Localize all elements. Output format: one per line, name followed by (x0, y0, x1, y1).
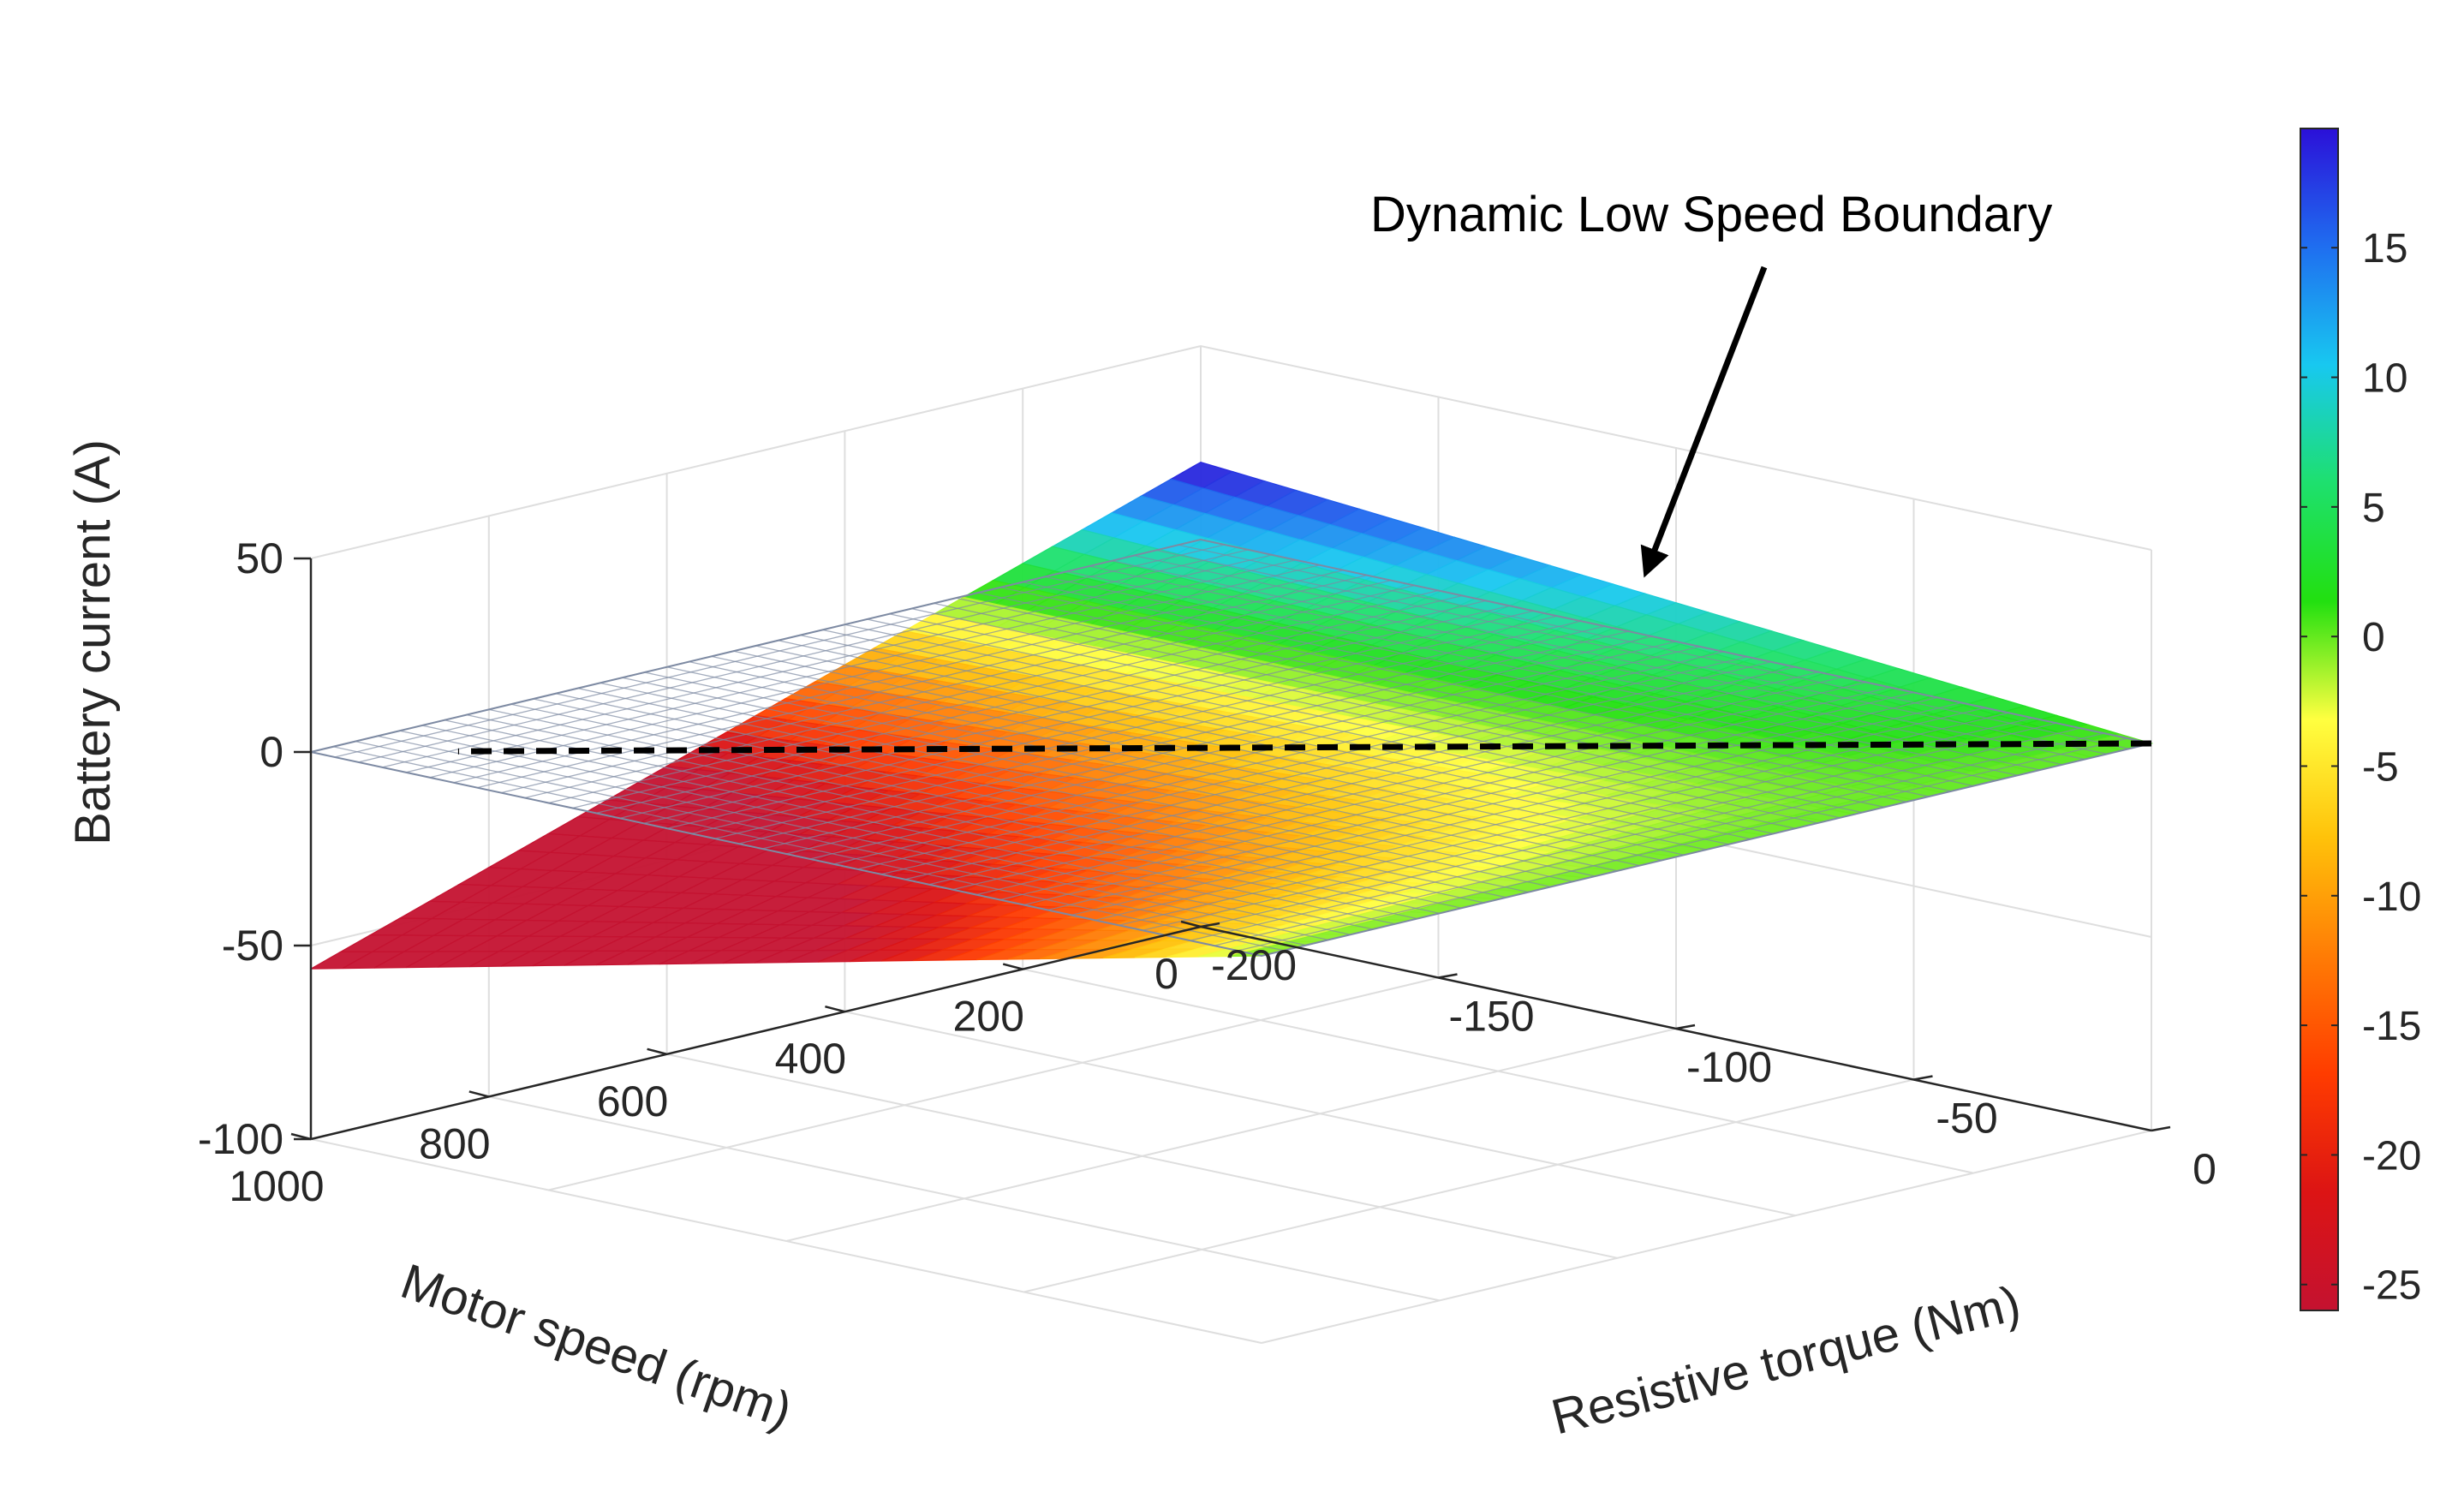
y-tick-label: -200 (1211, 941, 1297, 989)
zero-plane-line (1143, 717, 2033, 931)
zero-plane-line (421, 725, 1374, 930)
zero-plane-line (711, 655, 1662, 862)
zero-plane-line (555, 693, 1506, 898)
zero-plane-line (975, 681, 1867, 896)
colorbar-tick-label: -15 (2362, 1004, 2421, 1049)
z-axis-label: Battery current (A) (65, 439, 121, 845)
x-tick-label: 200 (952, 993, 1023, 1041)
x-axis-label: Motor speed (rpm) (394, 1253, 798, 1439)
zero-plane-line (1023, 691, 1914, 906)
zero-plane-line (1095, 707, 1985, 921)
x-tick-mark (1180, 920, 1202, 928)
z-tick-label: -50 (222, 922, 283, 970)
y-tick-label: 0 (2193, 1145, 2216, 1193)
y-tick-mark (1675, 1024, 1696, 1030)
zero-plane-line (488, 708, 1440, 915)
y-tick-label: -150 (1448, 993, 1534, 1041)
zero-plane-outline (310, 538, 2152, 958)
y-tick-label: -100 (1686, 1043, 1772, 1091)
x-tick-label: 400 (775, 1035, 846, 1083)
boundary-annotation-label: Dynamic Low Speed Boundary (1370, 187, 2052, 242)
colorbar-tick-label: 0 (2362, 615, 2385, 660)
x-tick-label: 600 (597, 1077, 668, 1125)
zero-plane-line (904, 666, 1795, 880)
x-tick-label: 800 (419, 1119, 490, 1167)
x-tick-label: 0 (1154, 950, 1178, 998)
annotation-arrow (1640, 266, 1768, 578)
boundary-dashed-line (457, 740, 2152, 755)
zero-plane-line (644, 671, 1596, 877)
zero-plane-line (809, 646, 1700, 860)
colorbar-tick-label: 15 (2362, 226, 2407, 272)
y-axis-label: Resistive torque (Nm) (1546, 1275, 2025, 1446)
zero-plane-line (377, 735, 1329, 941)
zero-plane-line (1047, 696, 1938, 911)
x-tick-mark (1002, 963, 1023, 970)
zero-plane-line (952, 677, 1843, 891)
zero-plane-line (689, 660, 1640, 867)
colorbar-tick-label: 5 (2362, 486, 2385, 531)
low-speed-boundary (457, 740, 2152, 755)
axis-ticks: -100 -50 0 50 0 200 400 600 800 1000 -200 -150 -100 -… (198, 534, 2216, 1210)
y-tick-mark (1200, 922, 1220, 928)
z-tick-label: 0 (260, 728, 283, 776)
x-tick-label: 1000 (229, 1162, 324, 1210)
zero-plane-line (510, 703, 1462, 909)
colorbar-tick-label: -25 (2362, 1263, 2421, 1309)
zero-plane-line (1119, 712, 2009, 926)
x-tick-mark (825, 1005, 845, 1013)
colorbar-tick-label: -20 (2362, 1133, 2421, 1179)
zero-plane-line (733, 650, 1685, 856)
zero-plane-line (622, 677, 1573, 882)
zero-plane-line (444, 719, 1395, 925)
zero-reference-plane (310, 538, 2152, 958)
colorbar: 15 10 5 0 -5 -10 -15 -20 -25 (2300, 128, 2421, 1311)
z-tick-label: 50 (236, 534, 283, 582)
y-tick-mark (2151, 1125, 2171, 1132)
zero-plane-line (577, 687, 1529, 893)
y-tick-mark (1438, 973, 1458, 979)
zero-plane-line (399, 730, 1351, 935)
colorbar-tick-label: -5 (2362, 744, 2399, 790)
colorbar-gradient (2300, 128, 2339, 1311)
z-tick-label: -100 (198, 1115, 283, 1163)
zero-plane-line (355, 740, 1307, 946)
x-tick-mark (647, 1047, 667, 1056)
zero-plane-line (600, 682, 1551, 888)
zero-plane-line (1190, 727, 2080, 941)
zero-plane-line (1214, 732, 2104, 946)
x-tick-mark (290, 1132, 312, 1141)
zero-plane-line (533, 698, 1484, 904)
zero-plane-line (1071, 701, 1962, 916)
zero-plane-line (928, 671, 1819, 886)
zero-plane-line (833, 651, 1724, 865)
zero-plane-line (880, 661, 1772, 875)
zero-plane-line (332, 746, 1285, 952)
x-axis-line (310, 925, 1202, 1141)
zero-plane-line (1238, 737, 2128, 952)
y-tick-mark (1913, 1075, 1933, 1081)
zero-plane-line (666, 666, 1618, 872)
y-tick-label: -50 (1936, 1095, 1997, 1143)
colorbar-tick-label: -10 (2362, 874, 2421, 920)
colorbar-tick-label: 10 (2362, 356, 2407, 402)
zero-plane-line (466, 713, 1417, 920)
zero-plane-line (1166, 722, 2057, 936)
zero-plane-line (857, 656, 1748, 870)
zero-plane-line (999, 686, 1890, 901)
x-tick-mark (468, 1090, 490, 1098)
